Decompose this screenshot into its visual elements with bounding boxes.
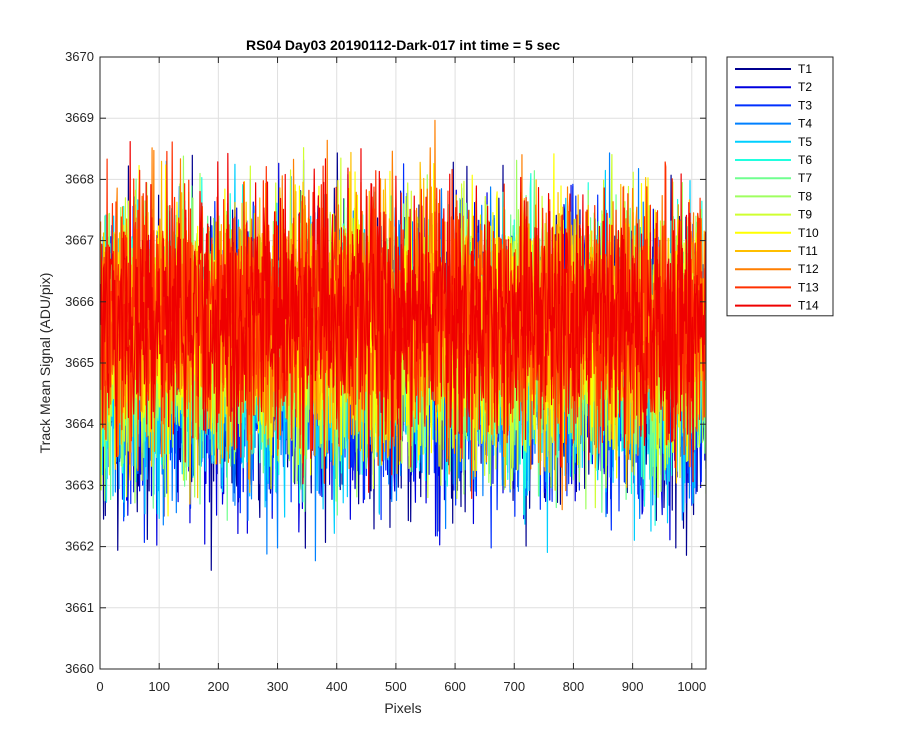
legend-label: T11 [798, 244, 818, 258]
legend-label: T13 [798, 280, 819, 294]
legend-label: T7 [798, 171, 812, 185]
legend-label: T8 [798, 189, 812, 203]
x-tick-label: 300 [267, 679, 289, 694]
series-line-t14 [100, 140, 706, 493]
legend-label: T9 [798, 208, 812, 222]
legend-label: T5 [798, 135, 812, 149]
y-tick-label: 3666 [65, 294, 94, 309]
y-tick-label: 3669 [65, 110, 94, 125]
y-tick-label: 3664 [65, 416, 94, 431]
legend-label: T12 [798, 262, 819, 276]
legend-label: T2 [798, 80, 812, 94]
y-tick-label: 3667 [65, 233, 94, 248]
legend: T1 T2 T3 T4 T5 T6 T7 T8 T9 T10 T11 T12 T13 T14 [726, 56, 834, 317]
legend-label: T3 [798, 98, 812, 112]
x-tick-label: 600 [444, 679, 466, 694]
x-tick-label: 400 [326, 679, 348, 694]
chart-title: RS04 Day03 20190112-Dark-017 int time = … [246, 37, 560, 53]
legend-label: T1 [798, 62, 812, 76]
x-tick-label: 0 [96, 679, 103, 694]
y-tick-label: 3662 [65, 539, 94, 554]
x-tick-label: 800 [563, 679, 585, 694]
series-layer [100, 119, 706, 571]
x-tick-label: 1000 [677, 679, 706, 694]
y-tick-label: 3668 [65, 171, 94, 186]
legend-label: T4 [798, 117, 812, 131]
x-tick-label: 900 [622, 679, 644, 694]
legend-label: T10 [798, 226, 819, 240]
y-tick-label: 3670 [65, 49, 94, 64]
y-axis-label: Track Mean Signal (ADU/pix) [37, 273, 53, 454]
legend-box [726, 56, 834, 317]
axis-ticks: 0 100 200 300 400 500 600 700 800 900 1000 3660 3661… [65, 49, 706, 694]
y-tick-label: 3663 [65, 477, 94, 492]
x-axis-label: Pixels [384, 700, 421, 716]
legend-label: T6 [798, 153, 812, 167]
x-tick-label: 700 [503, 679, 525, 694]
legend-label: T14 [798, 299, 819, 313]
y-tick-label: 3665 [65, 355, 94, 370]
y-tick-label: 3660 [65, 661, 94, 676]
y-tick-label: 3661 [65, 600, 94, 615]
x-tick-label: 100 [148, 679, 170, 694]
x-tick-label: 500 [385, 679, 407, 694]
x-tick-label: 200 [208, 679, 230, 694]
